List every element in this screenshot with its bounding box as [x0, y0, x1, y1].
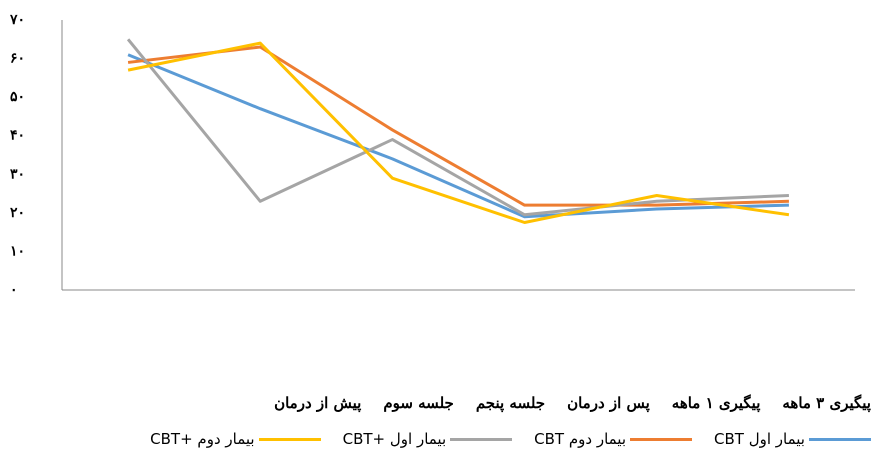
x-tick-label: پس از درمان — [567, 394, 650, 412]
y-tick-label: ۶۰ — [10, 51, 25, 67]
legend-label: بیمار اول CBT — [714, 430, 805, 448]
legend-entry: بیمار دوم CBT — [534, 430, 693, 448]
x-tick-label: جلسه سوم — [383, 394, 454, 412]
legend-swatch — [258, 437, 321, 441]
legend-label: بیمار دوم +CBT — [150, 430, 255, 448]
y-tick-label: ۴۰ — [10, 128, 25, 144]
y-tick-label: ۱۰ — [10, 243, 25, 259]
y-tick-label: ۵۰ — [10, 89, 25, 105]
legend-label: بیمار دوم CBT — [534, 430, 627, 448]
x-tick-label: پیگیری ۱ ماهه — [671, 394, 761, 412]
legend-label: بیمار اول +CBT — [342, 430, 447, 448]
legend-entry: بیمار دوم +CBT — [150, 430, 321, 448]
y-tick-label: ۰ — [10, 282, 18, 298]
y-tick-label: ۷۰ — [9, 12, 25, 28]
y-tick-label: ۳۰ — [10, 166, 25, 182]
series-line — [127, 45, 789, 207]
legend-entry: بیمار اول +CBT — [343, 430, 513, 448]
legend-swatch — [450, 437, 513, 441]
series-line — [127, 53, 789, 219]
x-tick-label: جلسه پنجم — [475, 394, 546, 412]
y-tick-label: ۲۰ — [10, 205, 25, 221]
legend: بیمار اول CBT بیمار دوم CBT بیمار اول +CBT… — [0, 430, 871, 448]
series-line — [127, 41, 790, 224]
series-line — [126, 38, 789, 217]
x-axis-labels: پیش از درمان جلسه سوم جلسه پنجم پس از درمان… — [60, 394, 871, 412]
legend-swatch — [630, 437, 693, 441]
x-tick-label: پیگیری ۳ ماهه — [782, 394, 871, 412]
legend-entry: بیمار اول CBT — [714, 430, 871, 448]
legend-swatch — [809, 437, 871, 441]
x-tick-label: پیش از درمان — [274, 394, 362, 412]
